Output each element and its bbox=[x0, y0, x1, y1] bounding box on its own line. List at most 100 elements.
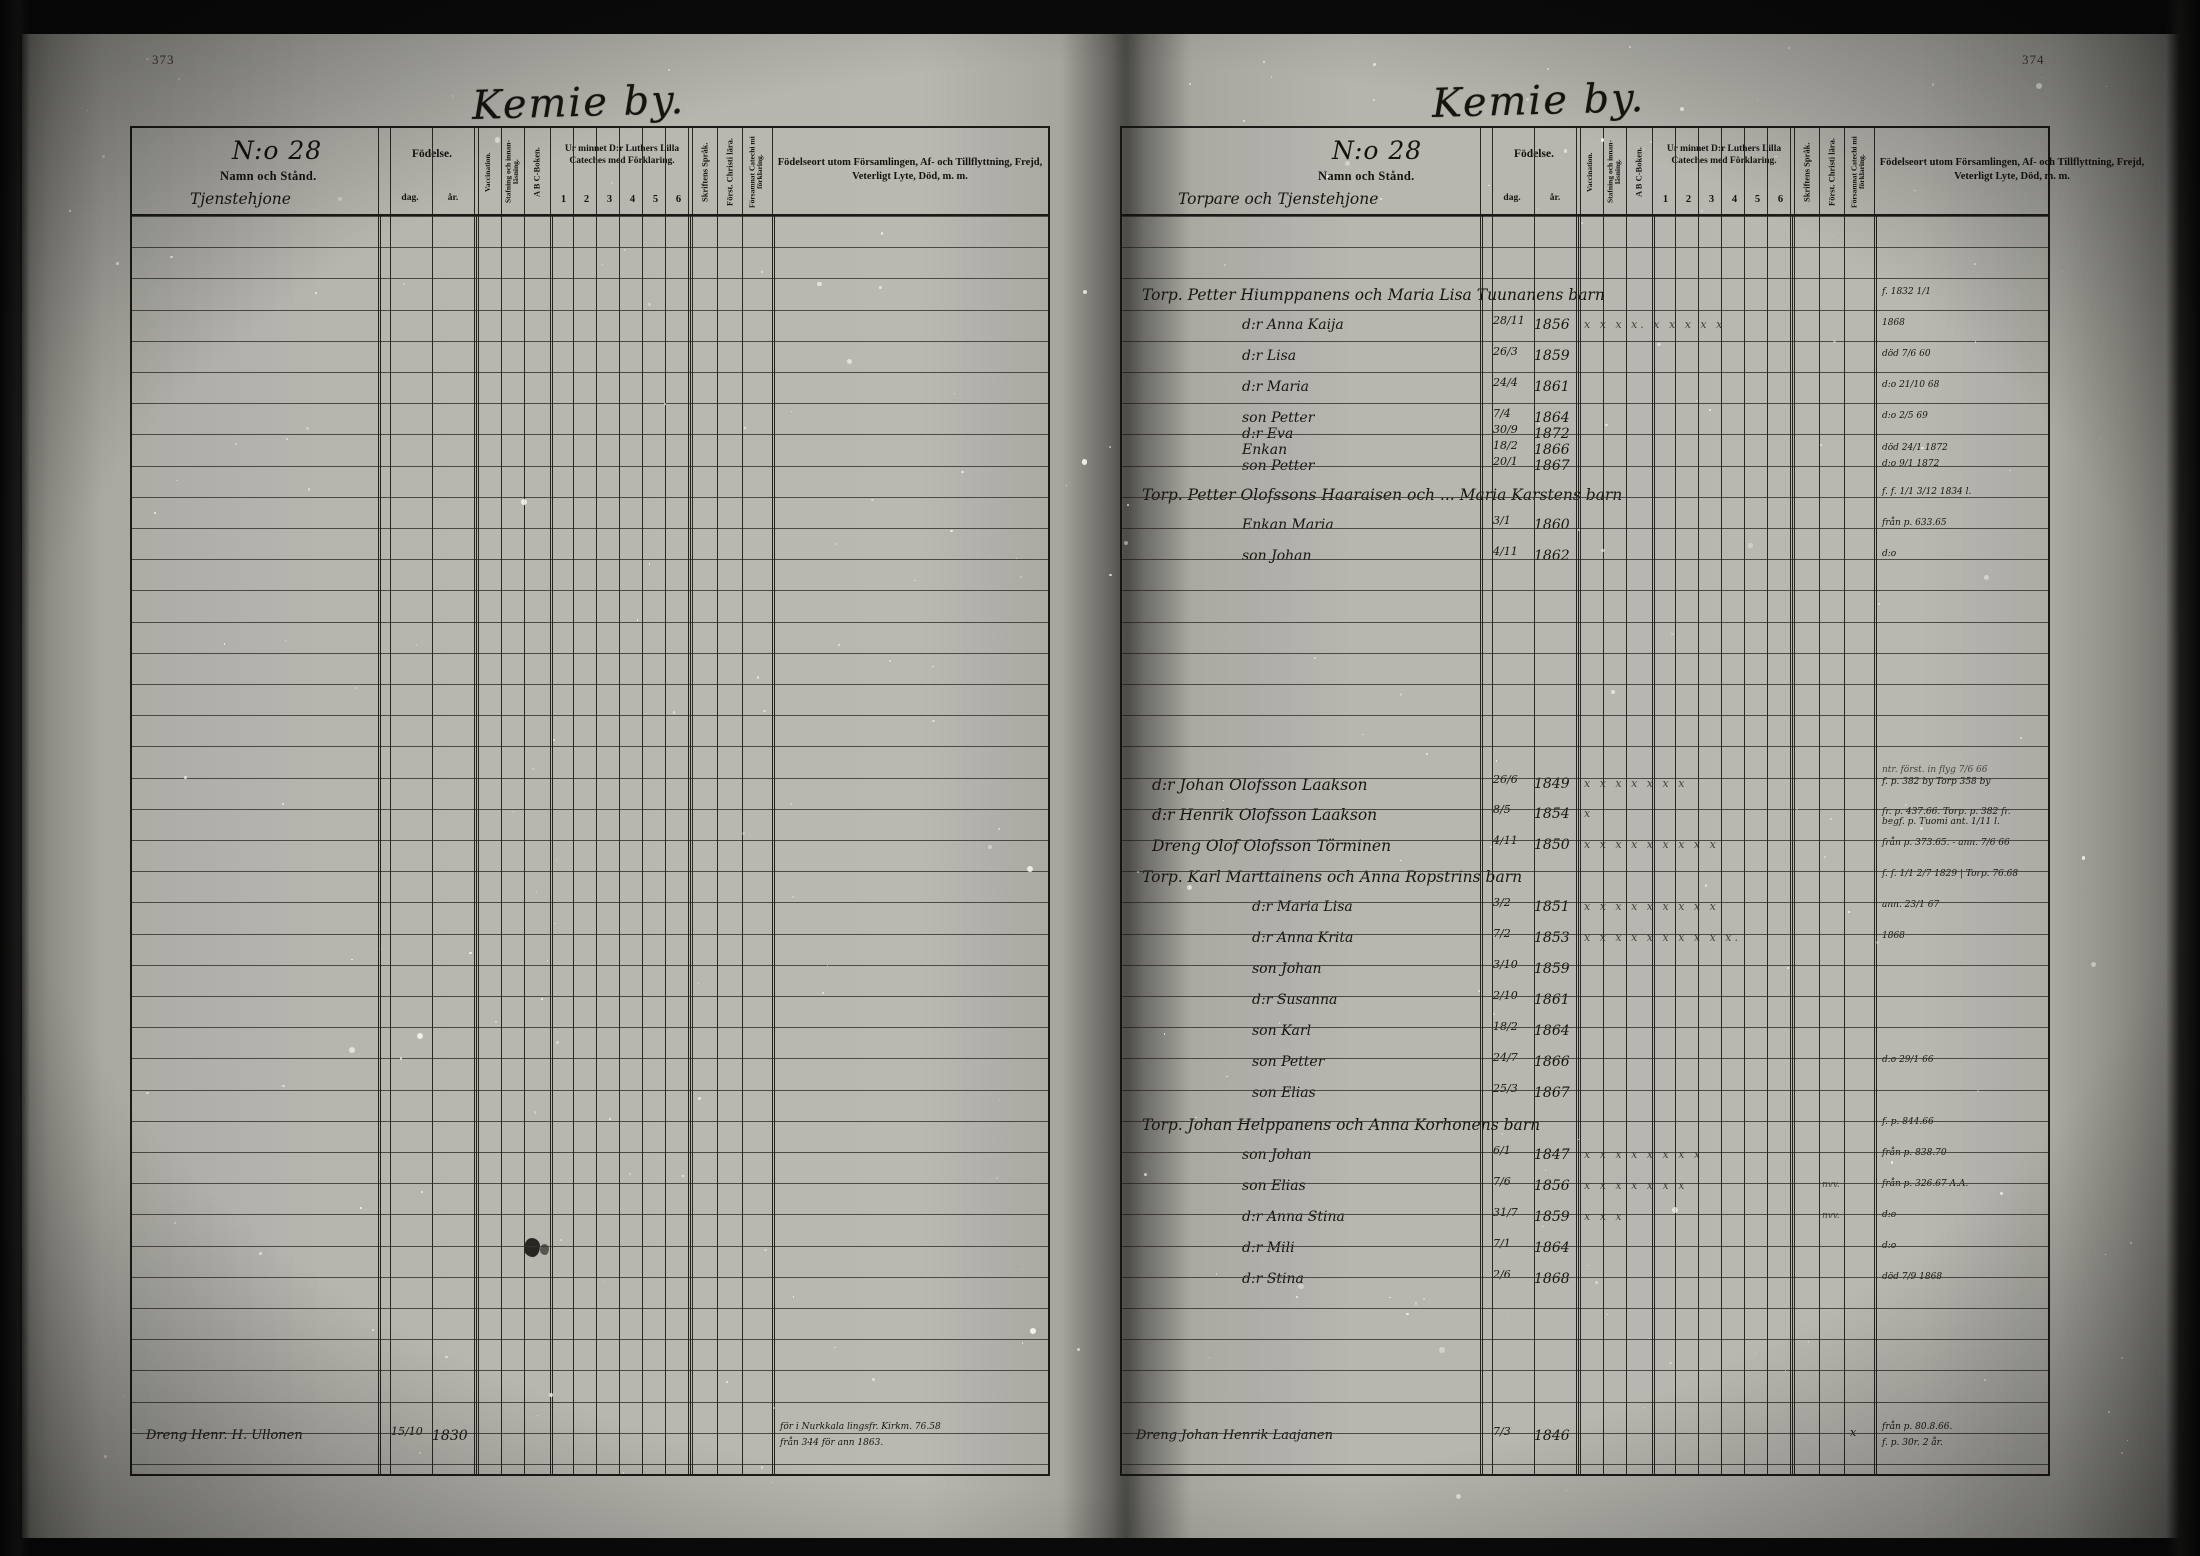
column-rule-header bbox=[1794, 128, 1795, 214]
row-name: Enkan Maria bbox=[1242, 517, 1334, 533]
row-birth-year: 1864 bbox=[1534, 410, 1570, 426]
row-name: son Elias bbox=[1242, 1178, 1306, 1194]
column-rule bbox=[688, 216, 691, 1474]
row-birth-year: 1864 bbox=[1534, 1240, 1570, 1256]
ruled-line bbox=[1122, 1245, 2048, 1247]
column-rule bbox=[501, 216, 502, 1474]
column-rule-header bbox=[717, 128, 718, 214]
ruled-line bbox=[1122, 1276, 2048, 1278]
row-name: Torp. Petter Hiumppanens och Maria Lisa … bbox=[1142, 286, 1605, 304]
column-rule-header bbox=[1767, 128, 1768, 214]
ruled-line bbox=[1122, 964, 2048, 966]
ruled-line bbox=[132, 1339, 1048, 1341]
bottom-entry-birth-day-left: 15/10 bbox=[391, 1425, 423, 1438]
row-name: d:r Mili bbox=[1242, 1240, 1295, 1256]
column-rule bbox=[1794, 216, 1795, 1474]
row-note: f. p. 844.66 bbox=[1882, 1117, 1934, 1127]
row-birth-day: 4/11 bbox=[1493, 545, 1518, 558]
ruled-line bbox=[132, 1058, 1048, 1060]
ruled-line bbox=[1122, 434, 2048, 436]
row-note: från p. 838.70 bbox=[1882, 1148, 1947, 1158]
row-name: son Karl bbox=[1252, 1023, 1312, 1039]
bottom-entry-note2-right: f. p. 30r. 2 år. bbox=[1882, 1438, 1943, 1448]
row-birth-year: 1851 bbox=[1534, 899, 1570, 915]
ruled-line bbox=[132, 684, 1048, 685]
row-examination-marks: x x x x x x x bbox=[1584, 777, 1688, 790]
row-note: fr. p. 437.66. Torp. p. 382 fr. begf. p.… bbox=[1882, 807, 2011, 828]
row-name: son Petter bbox=[1252, 1054, 1325, 1070]
ruled-line bbox=[1122, 1152, 2048, 1153]
row-birth-day: 7/4 bbox=[1493, 407, 1511, 420]
ruled-line bbox=[132, 1308, 1048, 1309]
column-rule-header bbox=[1603, 128, 1604, 214]
column-rule-header bbox=[1874, 128, 1875, 214]
ruled-line bbox=[1122, 1089, 2048, 1091]
bottom-entry-birth-year-left: 1830 bbox=[432, 1428, 468, 1444]
row-birth-year: 1853 bbox=[1534, 930, 1570, 946]
row-birth-day: 28/11 bbox=[1493, 314, 1525, 327]
row-birth-year: 1859 bbox=[1534, 348, 1570, 364]
birthplace-notes-label-right: Födelseort utom Församlingen, Af- och Ti… bbox=[1879, 157, 2145, 182]
row-name: Enkan bbox=[1242, 442, 1288, 458]
ruled-line bbox=[132, 590, 1048, 592]
row-note: död 7/6 60 bbox=[1882, 349, 1931, 359]
section-label-right: Torpare och Tjenstehjone bbox=[1178, 190, 1379, 208]
ruled-line bbox=[1122, 496, 2048, 498]
column-rule bbox=[478, 216, 479, 1474]
row-birth-year: 1856 bbox=[1534, 317, 1570, 333]
ruled-line bbox=[1122, 746, 2048, 748]
ruled-line bbox=[1122, 465, 2048, 467]
column-rule bbox=[1698, 216, 1699, 1474]
column-rule-header bbox=[478, 128, 479, 214]
ruled-line bbox=[132, 996, 1048, 997]
column-rule-header bbox=[1675, 128, 1676, 214]
photo-edge-left bbox=[0, 0, 30, 1556]
column-rule bbox=[1844, 216, 1845, 1474]
catechism-num-4-left: 4 bbox=[629, 193, 636, 205]
bottom-entry-birth-day-right: 7/3 bbox=[1493, 1425, 1511, 1438]
column-rule-header bbox=[1844, 128, 1845, 214]
column-rule-header bbox=[1652, 128, 1653, 214]
book-spread: 373 Kemie by. N:o 28 Namn och Stånd. Föd… bbox=[22, 10, 2180, 1550]
row-note: från p. 633.65 bbox=[1882, 518, 1947, 528]
column-rule bbox=[550, 216, 553, 1474]
row-birth-year: 1861 bbox=[1534, 379, 1570, 395]
row-note: f. 1832 1/1 bbox=[1882, 287, 1931, 297]
ruled-line bbox=[1122, 1432, 2048, 1434]
photo-edge-bottom bbox=[0, 1538, 2200, 1556]
ruled-line bbox=[1122, 1027, 2048, 1029]
folio-number-left: 373 bbox=[152, 52, 175, 67]
row-birth-day: 2/6 bbox=[1493, 1268, 1511, 1281]
row-birth-day: 7/6 bbox=[1493, 1175, 1511, 1188]
register-table-right: N:o 28 Namn och Stånd. Födelse. dag. år.… bbox=[1120, 126, 2144, 1476]
row-name: son Johan bbox=[1242, 548, 1312, 564]
register-table-left: N:o 28 Namn och Stånd. Födelse. dag. år.… bbox=[130, 126, 1050, 1476]
ruled-line bbox=[132, 1464, 1048, 1465]
ruled-line bbox=[132, 1152, 1048, 1153]
christ-doctrine-label-right: Först. Christi lära. bbox=[1826, 138, 1837, 206]
column-rule bbox=[1819, 216, 1820, 1474]
bottom-entry-name-left: Dreng Henr. H. Ullonen bbox=[146, 1428, 303, 1443]
column-rule bbox=[1576, 216, 1579, 1474]
ruled-line bbox=[132, 933, 1048, 935]
column-rule bbox=[1603, 216, 1604, 1474]
column-rule-header bbox=[1580, 128, 1581, 214]
ruled-line bbox=[1122, 652, 2048, 654]
column-rule bbox=[665, 216, 666, 1474]
bottom-entry-note1-left: för i Nurkkala lingsfr. Kirkm. 76.58 bbox=[780, 1422, 941, 1432]
ruled-line bbox=[1122, 1183, 2048, 1185]
ruled-line bbox=[132, 746, 1048, 748]
row-name: d:r Anna Krita bbox=[1252, 930, 1354, 946]
ruled-line bbox=[1122, 933, 2048, 935]
catechism-num-1-left: 1 bbox=[560, 193, 567, 205]
ruled-line bbox=[132, 652, 1048, 654]
row-name: d:r Anna Kaija bbox=[1242, 317, 1344, 333]
column-rule-header bbox=[1480, 128, 1481, 214]
column-rule bbox=[573, 216, 574, 1474]
ruled-line bbox=[1122, 216, 2048, 217]
row-birth-year: 1867 bbox=[1534, 1085, 1570, 1101]
abc-book-label-right: A B C-Boken. bbox=[1633, 147, 1644, 197]
birthplace-notes-label-left: Födelseort utom Församlingen, Af- och Ti… bbox=[777, 157, 1043, 182]
row-note: d:o 2/5 69 bbox=[1882, 411, 1928, 421]
column-rule bbox=[619, 216, 620, 1474]
